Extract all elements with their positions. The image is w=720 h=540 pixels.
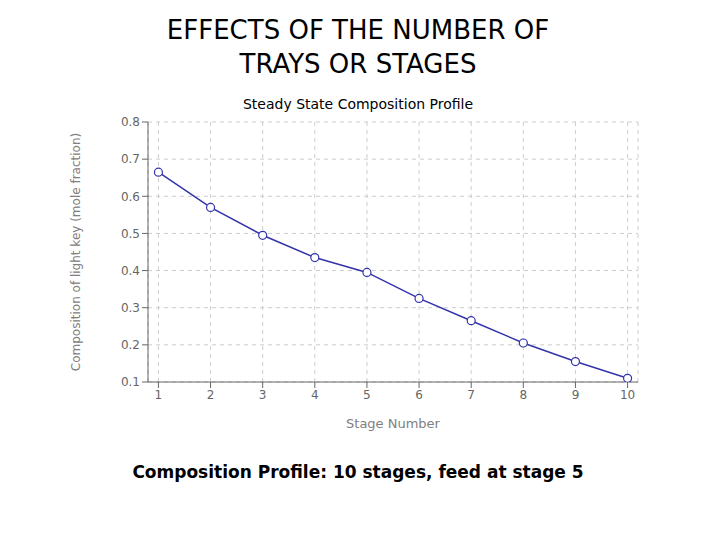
- svg-text:0.1: 0.1: [121, 375, 140, 389]
- svg-text:0.5: 0.5: [121, 226, 140, 240]
- svg-text:0.6: 0.6: [121, 189, 140, 203]
- svg-text:7: 7: [467, 387, 475, 401]
- svg-text:0.4: 0.4: [121, 263, 140, 277]
- svg-text:4: 4: [311, 387, 319, 401]
- svg-text:Stage Number: Stage Number: [346, 416, 441, 431]
- svg-text:0.2: 0.2: [121, 338, 140, 352]
- html-text:Composition Profile: 10 stages: Composition Profile: 10 stages, feed at …: [132, 461, 584, 482]
- html-text:TRAYS OR STAGES: TRAYS OR STAGES: [239, 48, 477, 79]
- svg-text:1: 1: [155, 387, 163, 401]
- svg-text:9: 9: [572, 387, 580, 401]
- svg-text:0.3: 0.3: [121, 301, 140, 315]
- svg-text:0.8: 0.8: [121, 115, 140, 129]
- svg-text:10: 10: [620, 387, 635, 401]
- svg-text:2: 2: [207, 387, 215, 401]
- html-text:Steady State Composition Profi: Steady State Composition Profile: [242, 95, 474, 112]
- svg-text:3: 3: [259, 387, 267, 401]
- svg-text:8: 8: [519, 387, 527, 401]
- svg-text:0.7: 0.7: [121, 152, 140, 166]
- svg-text:Composition of light key (mole: Composition of light key (mole fraction): [69, 132, 83, 370]
- svg-text:6: 6: [415, 387, 423, 401]
- svg-text:5: 5: [363, 387, 371, 401]
- html-text:EFFECTS OF THE NUMBER OF: EFFECTS OF THE NUMBER OF: [166, 15, 550, 45]
